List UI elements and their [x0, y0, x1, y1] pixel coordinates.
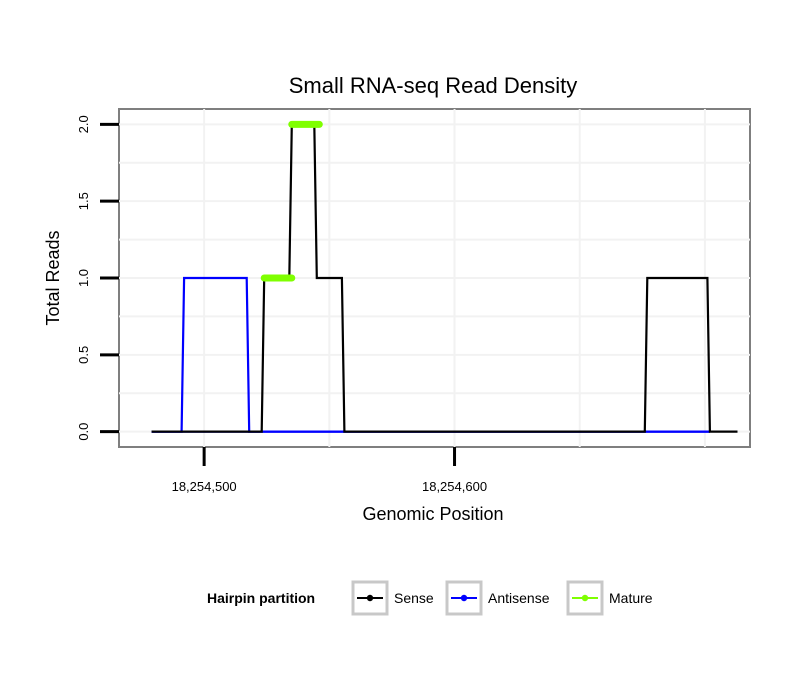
legend-label-mature: Mature	[609, 590, 653, 606]
mature-segments	[260, 120, 323, 282]
y-axis-title: Total Reads	[43, 230, 63, 325]
x-tick-label: 18,254,500	[172, 479, 237, 494]
y-tick-label: 0.5	[76, 346, 91, 364]
x-axis-title: Genomic Position	[362, 504, 503, 524]
y-tick-label: 2.0	[76, 115, 91, 133]
legend-title: Hairpin partition	[207, 590, 315, 606]
chart-title: Small RNA-seq Read Density	[289, 73, 578, 98]
legend: Hairpin partition Sense Antisense Mature	[207, 580, 653, 616]
x-tick-label: 18,254,600	[422, 479, 487, 494]
legend-label-sense: Sense	[394, 590, 434, 606]
y-tick-label: 1.0	[76, 269, 91, 287]
legend-label-antisense: Antisense	[488, 590, 550, 606]
legend-key-dot	[366, 594, 374, 602]
series-antisense	[151, 276, 710, 433]
x-axis: 18,254,500 18,254,600	[172, 447, 487, 494]
y-tick-label: 1.5	[76, 192, 91, 210]
y-axis: 0.0 0.5 1.0 1.5 2.0	[76, 115, 119, 441]
legend-key-dot	[460, 594, 468, 602]
legend-key-dot	[581, 594, 589, 602]
y-tick-label: 0.0	[76, 423, 91, 441]
